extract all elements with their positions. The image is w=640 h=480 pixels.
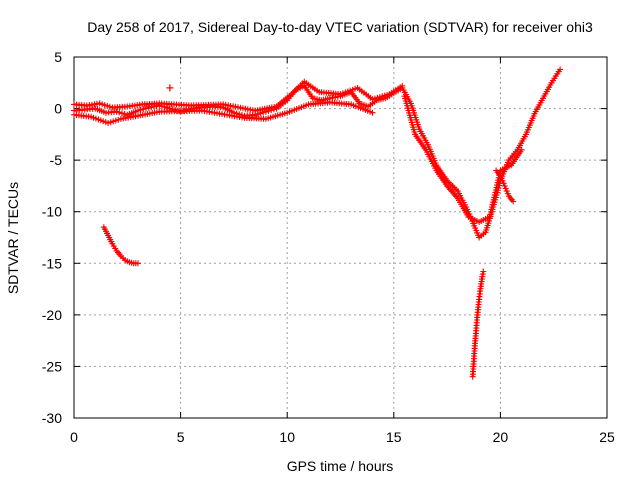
- plot-frame: [73, 56, 608, 419]
- y-axis-label: SDTVAR / TECUs: [5, 182, 21, 294]
- y-tick-label: -20: [42, 307, 62, 323]
- data-point-markers: [493, 167, 517, 205]
- y-tick-label: -5: [50, 152, 63, 168]
- x-axis-label: GPS time / hours: [287, 458, 394, 474]
- data-series: [71, 66, 564, 380]
- series-band-upper: [71, 78, 406, 114]
- data-point-markers: [100, 224, 141, 267]
- series-steep-arc: [469, 268, 487, 380]
- data-point-markers: [401, 93, 525, 225]
- data-point-markers: [469, 268, 487, 380]
- x-tick-label: 5: [177, 429, 185, 445]
- series-trace: [73, 68, 562, 239]
- data-point: [166, 84, 174, 92]
- axis-ticks: 0 5 10 15 20 25 -30 -25 -20 -15 -10 -5 0 5: [42, 49, 615, 445]
- x-tick-label: 25: [599, 429, 615, 445]
- y-tick-label: -10: [42, 204, 62, 220]
- y-tick-label: -30: [42, 410, 62, 426]
- grid-lines: [74, 57, 607, 418]
- x-tick-label: 0: [70, 429, 78, 445]
- y-tick-label: -25: [42, 358, 62, 374]
- data-point-markers: [71, 99, 376, 126]
- data-point-markers: [71, 78, 406, 114]
- series-secondary-trough: [401, 93, 525, 225]
- series-early-arc: [100, 224, 141, 267]
- y-tick-label: 0: [54, 101, 62, 117]
- x-tick-label: 10: [279, 429, 295, 445]
- series-recovery-branch: [493, 167, 517, 205]
- y-tick-label: 5: [54, 49, 62, 65]
- x-tick-label: 20: [493, 429, 509, 445]
- y-tick-label: -15: [42, 255, 62, 271]
- series-band-lower: [71, 99, 376, 126]
- chart-title: Day 258 of 2017, Sidereal Day-to-day VTE…: [87, 19, 593, 35]
- x-tick-label: 15: [386, 429, 402, 445]
- series-outlier: [166, 84, 174, 92]
